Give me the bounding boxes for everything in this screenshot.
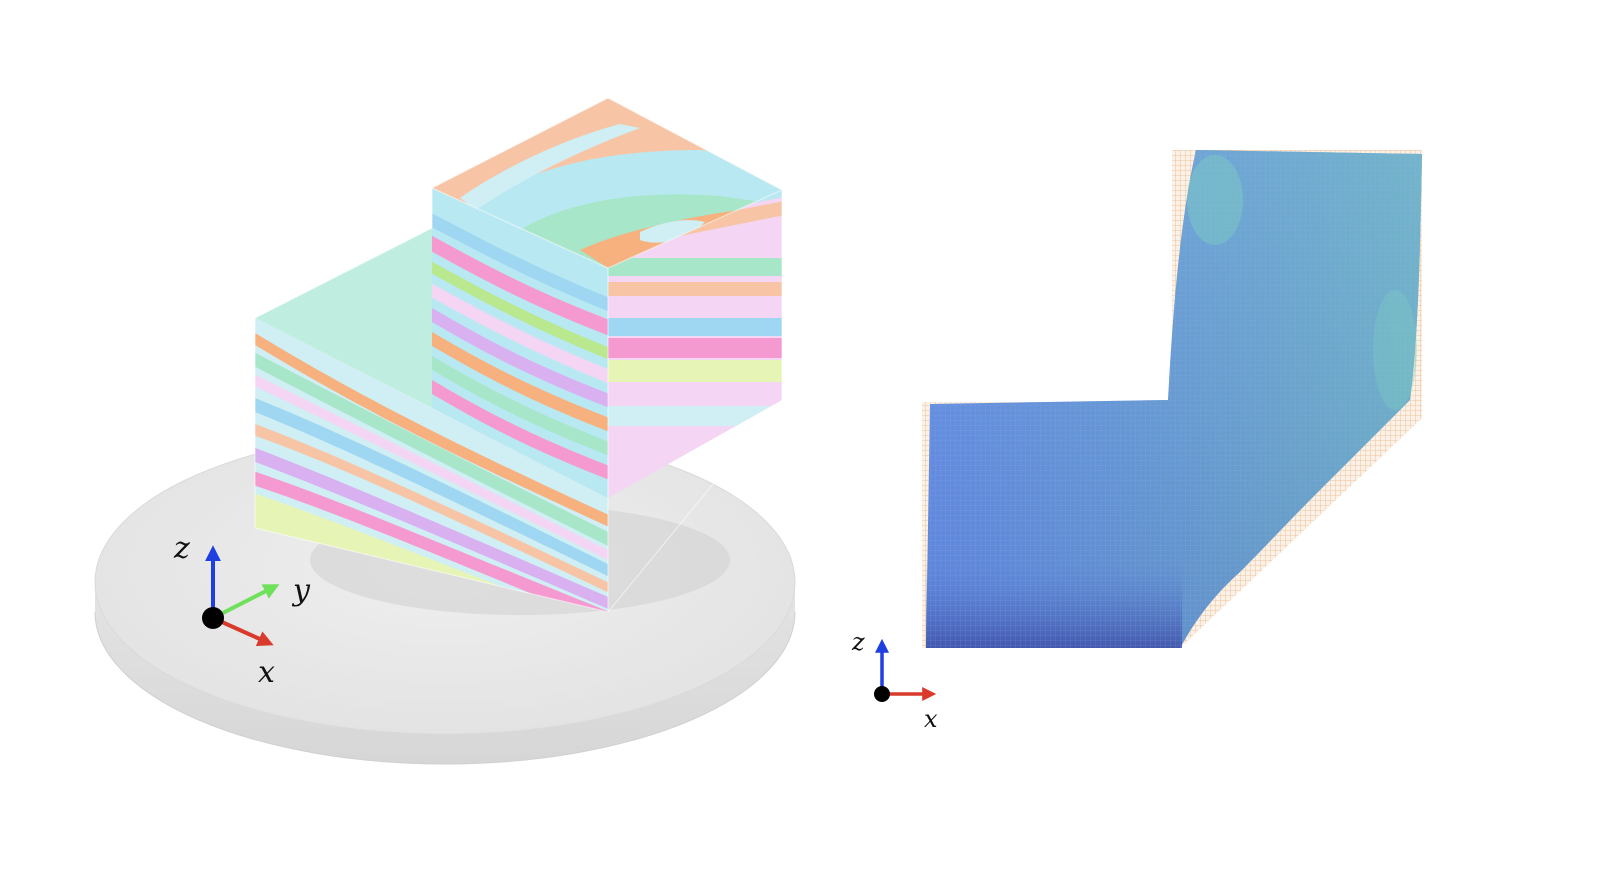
deformed-field [926,150,1422,648]
z-axis-label: z [173,531,190,566]
low-block-top-face [255,228,432,408]
part-edges [254,97,783,613]
left-axis-triad: z y x [173,531,311,690]
x-axis-label: x [258,655,275,690]
layered-part [254,97,783,615]
x-axis-label-2d: x [924,705,938,733]
high-block-front-face [432,188,608,498]
y-axis-label: y [291,573,311,608]
right-axis-triad: z x [851,628,938,733]
left-panel: z y x [94,97,796,765]
z-axis-label-2d: z [851,628,865,656]
axis-origin-2d [874,686,890,702]
low-block-front-face [255,318,608,612]
axis-origin [202,607,224,629]
right-panel: z x [851,150,1422,733]
